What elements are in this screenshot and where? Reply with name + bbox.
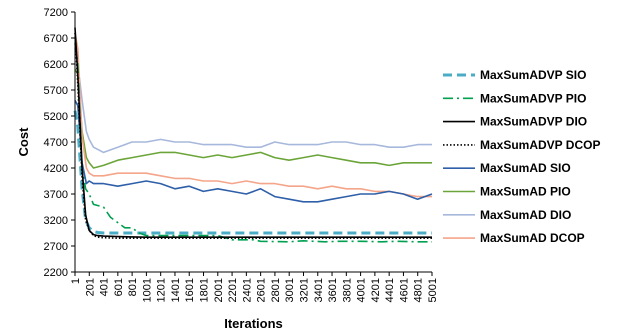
y-tick-label: 6700 xyxy=(44,33,68,45)
x-tick-label: 4601 xyxy=(398,278,410,302)
legend-label: MaxSumAD SIO xyxy=(480,161,571,175)
y-axis-title: Cost xyxy=(16,127,31,157)
x-tick-label: 2401 xyxy=(241,278,253,302)
x-tick-label: 4001 xyxy=(356,278,368,302)
legend-label: MaxSumAD DCOP xyxy=(480,231,585,245)
series-line-maxsumadvp-dio xyxy=(74,27,432,238)
legend-label: MaxSumADVP DCOP xyxy=(480,138,600,152)
y-tick-label: 2700 xyxy=(44,241,68,253)
x-tick-label: 3601 xyxy=(327,278,339,302)
series-line-maxsumadvp-dcop xyxy=(74,32,432,239)
x-tick-label: 401 xyxy=(99,278,111,296)
x-tick-label: 3801 xyxy=(341,278,353,302)
x-tick-label: 5001 xyxy=(427,278,439,302)
x-tick-label: 601 xyxy=(113,278,125,296)
x-tick-label: 2601 xyxy=(256,278,268,302)
x-tick-label: 1 xyxy=(70,278,82,284)
legend-label: MaxSumADVP SIO xyxy=(480,68,586,82)
y-tick-label: 5200 xyxy=(44,111,68,123)
x-tick-label: 3201 xyxy=(298,278,310,302)
y-tick-label: 7200 xyxy=(44,7,68,19)
x-tick-label: 3401 xyxy=(313,278,325,302)
x-tick-label: 3001 xyxy=(284,278,296,302)
x-tick-label: 4801 xyxy=(413,278,425,302)
series-layer xyxy=(73,27,433,243)
x-tick-label: 1001 xyxy=(141,278,153,302)
legend-label: MaxSumADVP PIO xyxy=(480,91,586,105)
y-tick-label: 2200 xyxy=(44,267,68,279)
x-tick-label: 1201 xyxy=(156,278,168,302)
series-line-maxsumad-dcop xyxy=(74,32,432,198)
x-tick-label: 4201 xyxy=(370,278,382,302)
x-tick-label: 1801 xyxy=(199,278,211,302)
x-tick-label: 2201 xyxy=(227,278,239,302)
axes-layer: Cost Iterations 2200 2700 3200 3700 4200 4700… xyxy=(16,7,439,331)
legend: MaxSumADVP SIO MaxSumADVP PIO MaxSumADVP D… xyxy=(443,68,600,245)
x-axis-title: Iterations xyxy=(224,316,283,331)
y-tick-label: 6200 xyxy=(44,59,68,71)
series-line-maxsumadvp-sio xyxy=(73,110,432,235)
x-tick-label: 1401 xyxy=(170,278,182,302)
y-tick-label: 4700 xyxy=(44,137,68,149)
x-tick-label: 201 xyxy=(84,278,96,296)
y-tick-label: 3700 xyxy=(44,189,68,201)
series-line-maxsumad-pio xyxy=(74,68,432,169)
series-line-maxsumad-sio xyxy=(74,100,433,203)
series-line-maxsumad-dio xyxy=(74,48,432,154)
x-tick-label: 2001 xyxy=(213,278,225,302)
legend-label: MaxSumADVP DIO xyxy=(480,115,587,129)
y-tick-label: 3200 xyxy=(44,215,68,227)
legend-label: MaxSumAD DIO xyxy=(480,208,571,222)
y-tick-label: 4200 xyxy=(44,163,68,175)
y-tick-label: 5700 xyxy=(44,85,68,97)
x-tick-label: 801 xyxy=(127,278,139,296)
legend-label: MaxSumAD PIO xyxy=(480,185,571,199)
x-tick-label: 2801 xyxy=(270,278,282,302)
x-tick-label: 1601 xyxy=(184,278,196,302)
x-tick-label: 4401 xyxy=(384,278,396,302)
